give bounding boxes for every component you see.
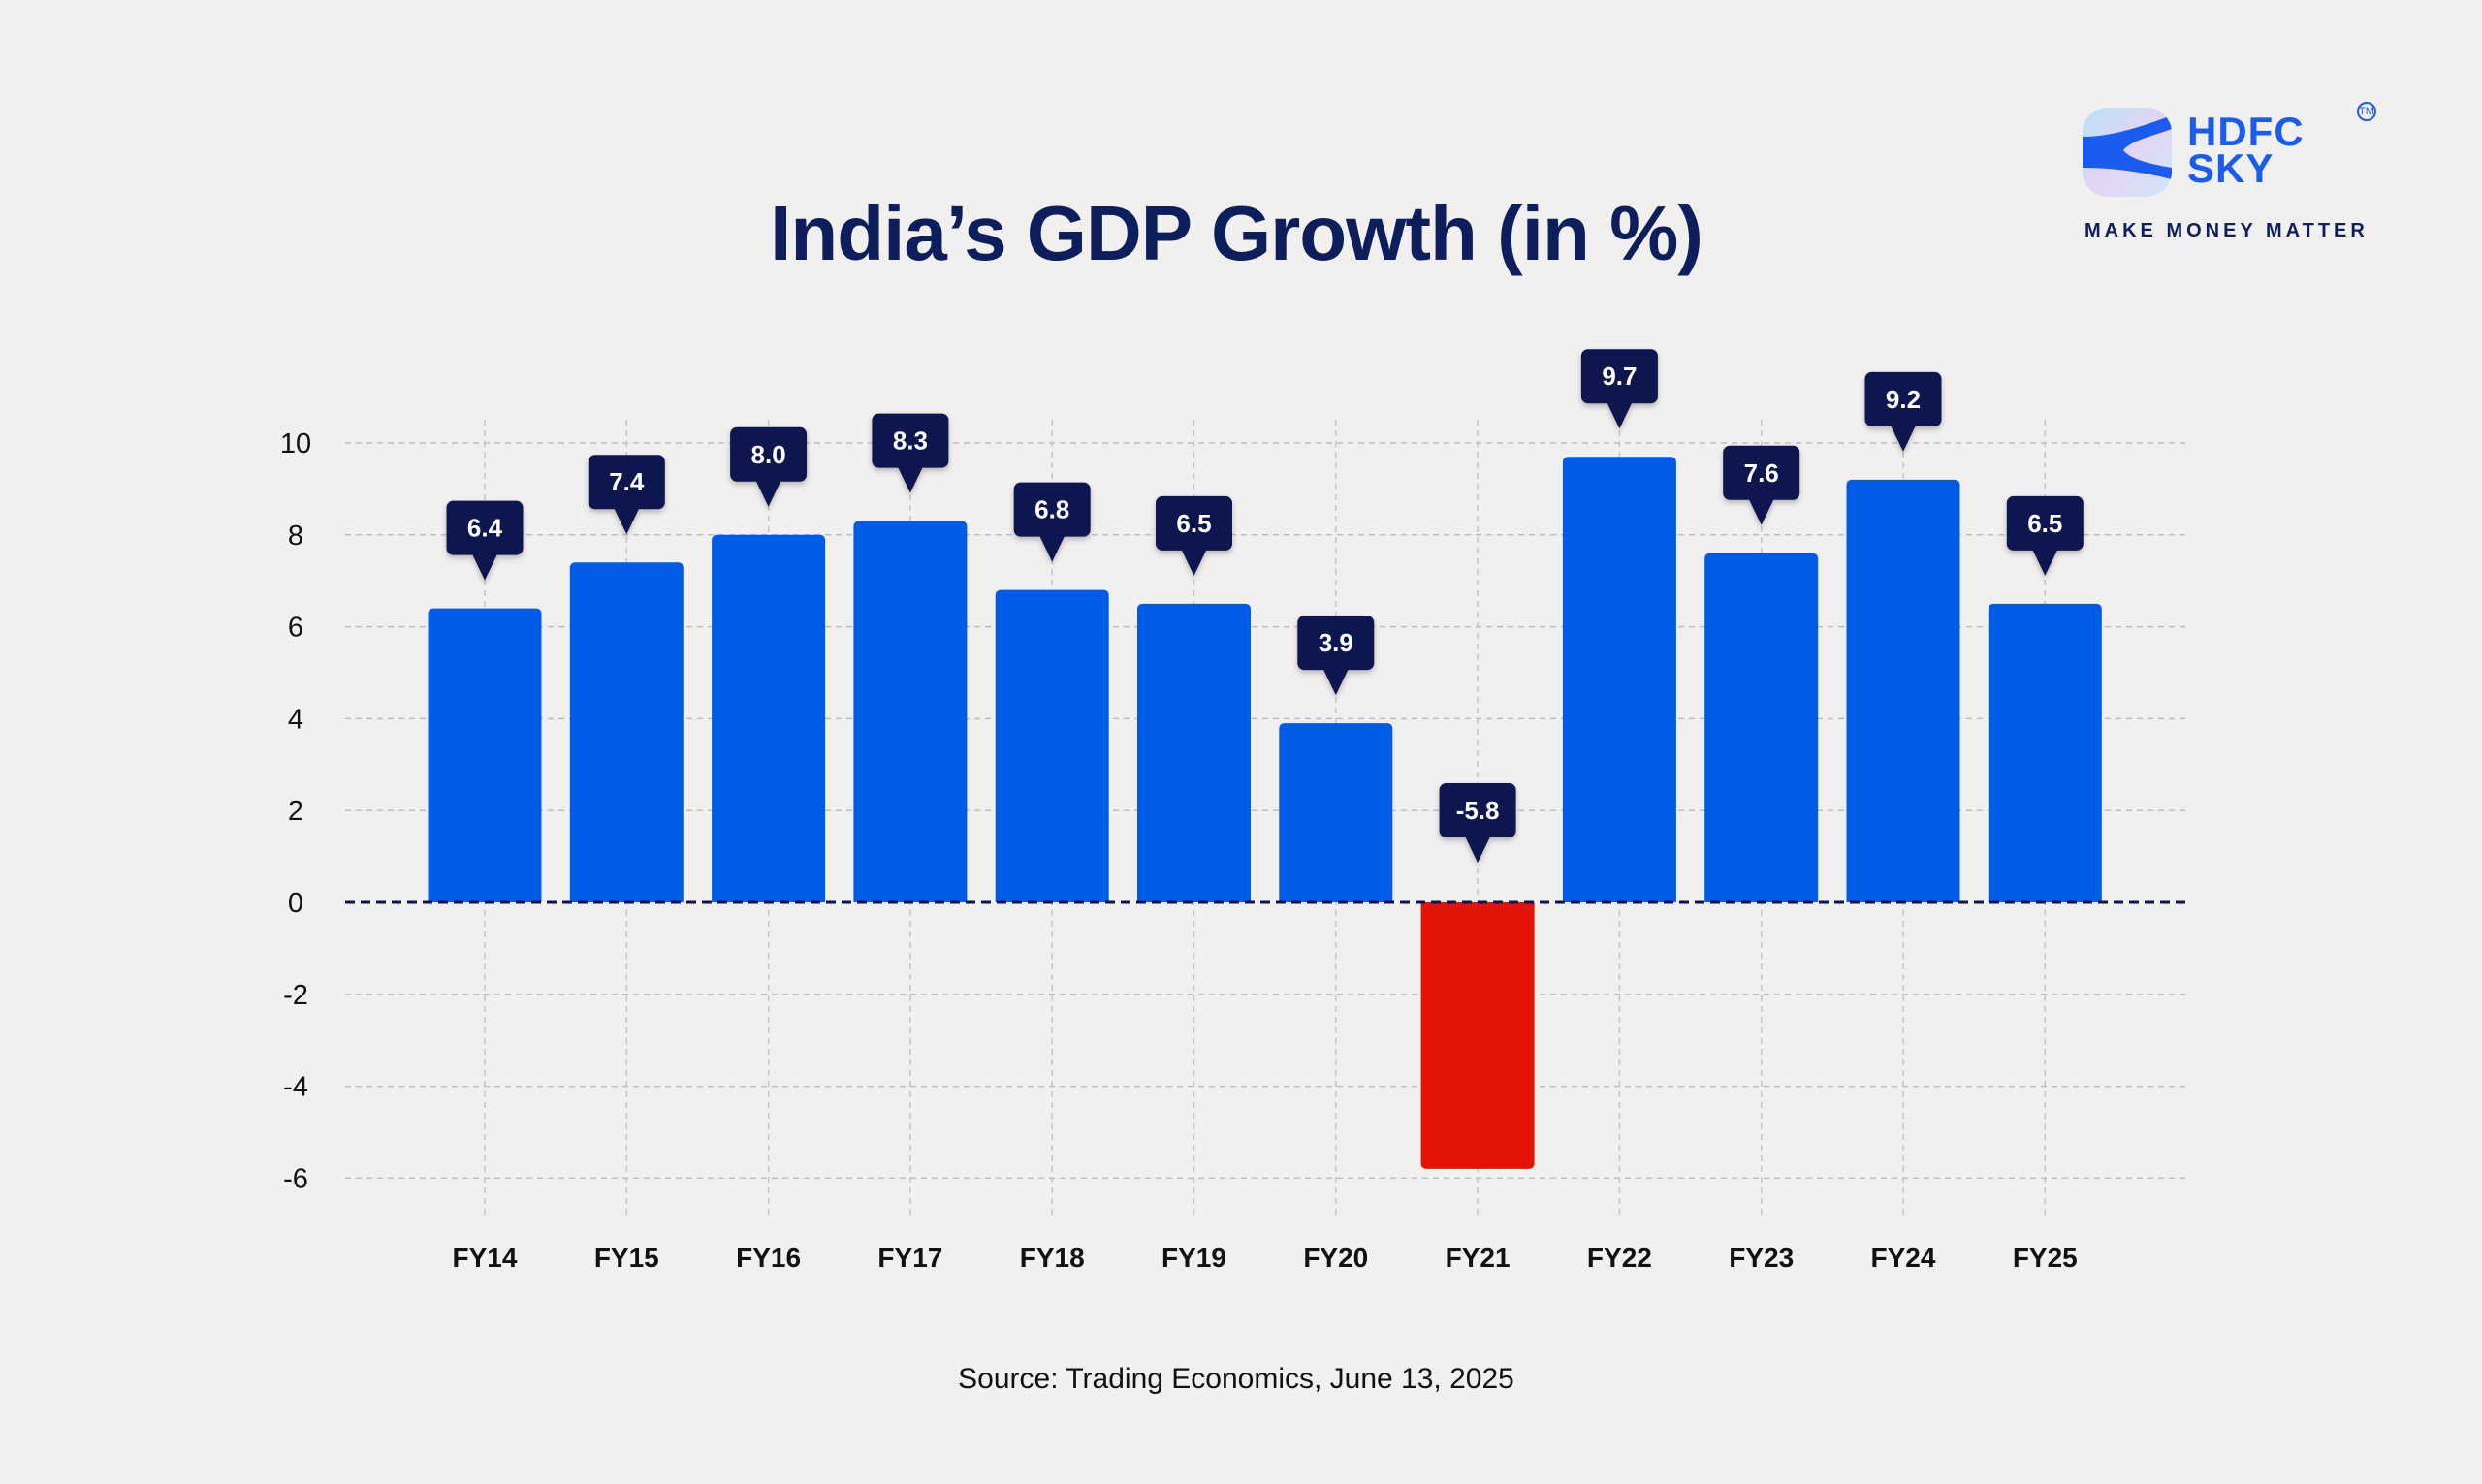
data-label-callout	[588, 455, 665, 535]
data-label: 6.5	[2027, 509, 2062, 538]
data-label-callout	[1013, 482, 1091, 562]
data-label-callout	[1439, 783, 1516, 863]
x-tick-label: FY15	[594, 1243, 659, 1273]
x-tick-label: FY14	[453, 1243, 518, 1273]
x-tick-label: FY24	[1871, 1243, 1936, 1273]
x-tick-label: FY25	[2013, 1243, 2078, 1273]
logo-tagline: MAKE MONEY MATTER	[2084, 220, 2369, 241]
y-tick-label: 10	[280, 428, 311, 459]
x-tick-label: FY19	[1161, 1243, 1226, 1273]
data-label: 9.7	[1602, 362, 1637, 391]
trademark-mark: TM	[2357, 102, 2376, 121]
x-tick-label: FY20	[1303, 1243, 1368, 1273]
data-label-callout	[1864, 371, 1942, 452]
data-label-callout	[1156, 495, 1232, 576]
y-tick-label: 2	[288, 796, 303, 827]
bar-FY22	[1562, 457, 1676, 902]
data-label: 6.5	[1176, 509, 1211, 538]
data-label-callout	[1297, 616, 1375, 696]
data-label: 7.4	[609, 467, 645, 496]
y-tick-label: 6	[288, 613, 303, 644]
data-label-callout	[872, 413, 949, 493]
x-tick-label: FY16	[736, 1243, 801, 1273]
bar-FY17	[853, 521, 968, 902]
data-label-callout	[730, 426, 808, 507]
y-tick-label: 8	[288, 521, 303, 552]
bar-FY19	[1137, 603, 1251, 902]
data-label: 9.2	[1886, 385, 1921, 414]
bar-FY21	[1420, 902, 1535, 1169]
bar-FY23	[1704, 553, 1819, 902]
bar-FY15	[569, 562, 684, 902]
data-label: 3.9	[1319, 628, 1353, 657]
data-label: 7.6	[1744, 458, 1779, 488]
hdfc-sky-logo-icon	[2083, 108, 2172, 197]
data-label: 6.8	[1034, 495, 1069, 524]
bar-FY18	[995, 589, 1109, 902]
logo-line-2: SKY	[2187, 145, 2275, 191]
x-tick-label: FY23	[1729, 1243, 1794, 1273]
bar-FY25	[1988, 603, 2102, 902]
hdfc-sky-logo: HDFC SKY TM MAKE MONEY MATTER	[2081, 102, 2381, 247]
data-label-callout	[446, 500, 524, 581]
y-tick-label: 0	[288, 888, 303, 919]
y-tick-label: -2	[283, 980, 308, 1011]
x-tick-label: FY22	[1587, 1243, 1652, 1273]
data-label: 8.3	[893, 426, 928, 456]
y-tick-label: -4	[283, 1072, 308, 1103]
data-label-callout	[1580, 349, 1658, 429]
data-label-callout	[1723, 445, 1800, 525]
bar-FY14	[428, 608, 542, 902]
logo-line-1: HDFC	[2187, 109, 2305, 154]
x-tick-label: FY18	[1020, 1243, 1085, 1273]
bar-FY24	[1846, 479, 1960, 902]
data-label-callout	[2006, 495, 2084, 576]
data-label: 8.0	[751, 440, 786, 469]
chart-title: India’s GDP Growth (in %)	[770, 190, 1703, 276]
bar-FY16	[712, 534, 826, 902]
x-tick-label: FY21	[1446, 1243, 1511, 1273]
y-tick-label: -6	[283, 1163, 308, 1194]
y-tick-label: 4	[288, 704, 303, 735]
bar-FY20	[1279, 723, 1393, 902]
data-label: 6.4	[467, 514, 503, 543]
source-note: Source: Trading Economics, June 13, 2025	[958, 1363, 1514, 1395]
x-tick-label: FY17	[877, 1243, 942, 1273]
data-label: -5.8	[1456, 796, 1500, 825]
